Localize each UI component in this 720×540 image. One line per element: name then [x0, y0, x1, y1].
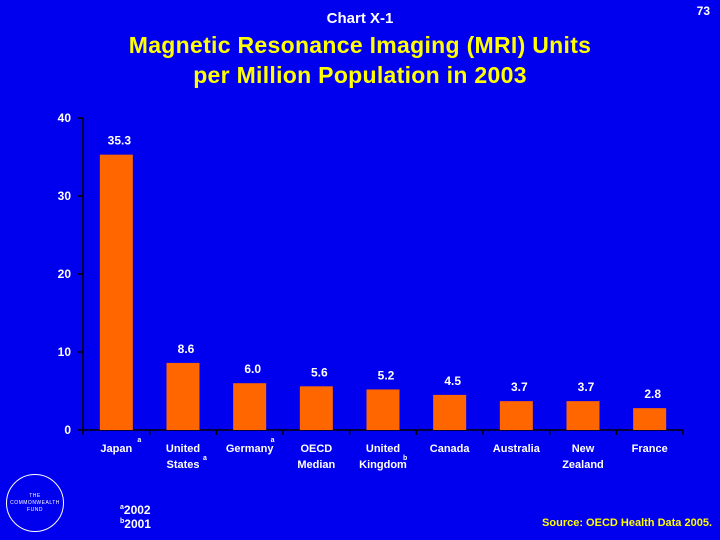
bar-value-label: 4.5 [444, 374, 461, 388]
x-category-label: United [366, 443, 400, 455]
y-tick-label: 10 [58, 345, 72, 359]
source-note: Source: OECD Health Data 2005. [542, 517, 712, 529]
x-category-label: France [632, 443, 668, 455]
footnote-b: b2001 [120, 517, 151, 531]
bar [499, 401, 533, 430]
y-tick-label: 40 [58, 111, 72, 125]
bar [233, 383, 267, 430]
commonwealth-fund-logo: THE COMMONWEALTH FUND [6, 474, 64, 532]
bar [166, 362, 200, 430]
y-tick-label: 30 [58, 189, 72, 203]
bar [366, 389, 400, 430]
chart-label: Chart X-1 [326, 10, 394, 27]
chart-title-line-2: per Million Population in 2003 [193, 62, 527, 88]
bar-value-label: 6.0 [244, 362, 261, 376]
x-category-label: Australia [493, 443, 541, 455]
x-category-label: New [572, 443, 595, 455]
chart-title-line-1: Magnetic Resonance Imaging (MRI) Units [128, 32, 592, 58]
x-category-label-line-2: Zealand [562, 459, 604, 471]
x-category-label-line-2: Kingdom [359, 459, 407, 471]
x-category-label-line-2: States [166, 459, 199, 471]
x-category-label: United [166, 443, 200, 455]
footnote-a-mark: a [120, 504, 124, 511]
bar [433, 394, 467, 430]
x-category-label-line-2: Median [297, 459, 335, 471]
page-number: 73 [696, 4, 710, 18]
footnote-b-text: 2001 [124, 517, 151, 531]
x-category-label: Canada [430, 443, 471, 455]
bar-value-label: 2.8 [644, 387, 661, 401]
category-footnote-mark: a [137, 437, 141, 444]
footnote-b-mark: b [120, 518, 125, 525]
x-category-label: Japan [100, 443, 132, 455]
logo-line-2: COMMONWEALTH [10, 499, 60, 506]
category-footnote-mark: a [271, 437, 275, 444]
bar-value-label: 3.7 [578, 380, 595, 394]
bar [566, 401, 600, 430]
bar-value-label: 35.3 [108, 134, 132, 148]
footnote-a-text: 2002 [123, 503, 151, 517]
footnote-a: a2002 [120, 503, 151, 517]
category-footnote-mark: b [403, 455, 407, 462]
bar-value-label: 8.6 [178, 342, 195, 356]
category-footnote-mark: a [203, 455, 207, 462]
bar [633, 408, 667, 430]
y-tick-label: 20 [58, 267, 72, 281]
bar-value-label: 3.7 [511, 380, 528, 394]
y-tick-label: 0 [64, 423, 71, 437]
x-category-label: OECD [300, 443, 332, 455]
logo-line-1: THE [29, 492, 41, 499]
logo-line-3: FUND [27, 506, 43, 513]
bar [99, 154, 133, 430]
bar-value-label: 5.6 [311, 365, 328, 379]
x-category-label: Germany [226, 443, 275, 455]
bar [299, 386, 333, 430]
bar-value-label: 5.2 [378, 368, 395, 382]
